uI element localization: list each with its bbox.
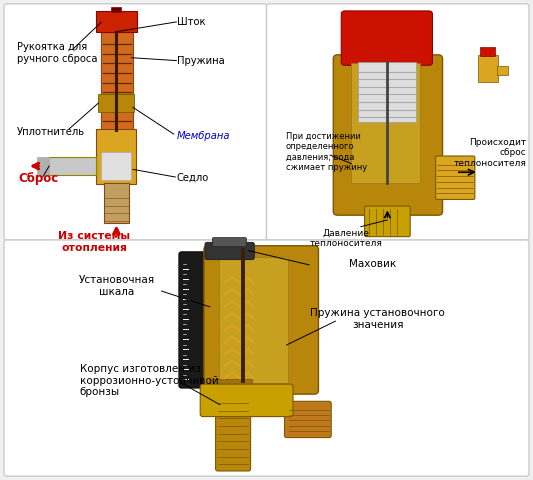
Text: Уплотнитель: Уплотнитель [17, 127, 85, 137]
Text: Корпус изготовлен из
коррозионно-устойчивой
бронзы: Корпус изготовлен из коррозионно-устойчи… [80, 364, 219, 397]
Bar [48, 157, 96, 175]
FancyBboxPatch shape [285, 401, 331, 438]
Text: Маховик: Маховик [349, 259, 396, 269]
FancyBboxPatch shape [216, 386, 251, 471]
Bar [96, 129, 136, 184]
Text: Происходит
сброс
теплоносителя: Происходит сброс теплоносителя [454, 138, 526, 168]
Text: Сброс: Сброс [18, 172, 59, 185]
FancyBboxPatch shape [205, 242, 254, 260]
Bar [497, 66, 508, 75]
Bar [101, 152, 131, 180]
Bar [351, 63, 420, 183]
Bar [37, 157, 49, 175]
Bar [101, 33, 133, 130]
Text: При достижении
определенного
давления, вода
сжимает пружину: При достижении определенного давления, в… [286, 132, 367, 172]
Bar [219, 257, 288, 383]
Text: Из системы
отопления: Из системы отопления [58, 231, 130, 252]
Text: Пружина: Пружина [177, 56, 225, 66]
Text: Шток: Шток [177, 17, 206, 27]
Text: Рукоятка для
ручного сброса: Рукоятка для ручного сброса [17, 42, 98, 64]
FancyBboxPatch shape [213, 238, 246, 247]
Text: Седло: Седло [176, 173, 208, 183]
Bar [111, 7, 120, 12]
FancyBboxPatch shape [333, 55, 442, 215]
FancyBboxPatch shape [204, 246, 318, 394]
FancyBboxPatch shape [341, 11, 432, 65]
Text: Установочная
шкала: Установочная шкала [79, 276, 155, 297]
Bar [480, 47, 495, 56]
Bar [104, 183, 129, 223]
Bar [209, 379, 252, 391]
Text: Давление
теплоносителя: Давление теплоносителя [310, 228, 383, 248]
FancyBboxPatch shape [179, 252, 214, 388]
FancyBboxPatch shape [435, 156, 475, 199]
Bar [358, 62, 416, 121]
Text: Мембрана: Мембрана [176, 132, 230, 142]
FancyBboxPatch shape [200, 384, 293, 417]
Text: Пружина установочного
значения: Пружина установочного значения [310, 308, 445, 330]
FancyBboxPatch shape [4, 4, 266, 240]
Bar [478, 55, 498, 82]
FancyBboxPatch shape [266, 4, 529, 240]
Bar [96, 12, 137, 33]
Bar [98, 94, 134, 112]
FancyBboxPatch shape [4, 240, 529, 476]
FancyBboxPatch shape [365, 206, 410, 237]
